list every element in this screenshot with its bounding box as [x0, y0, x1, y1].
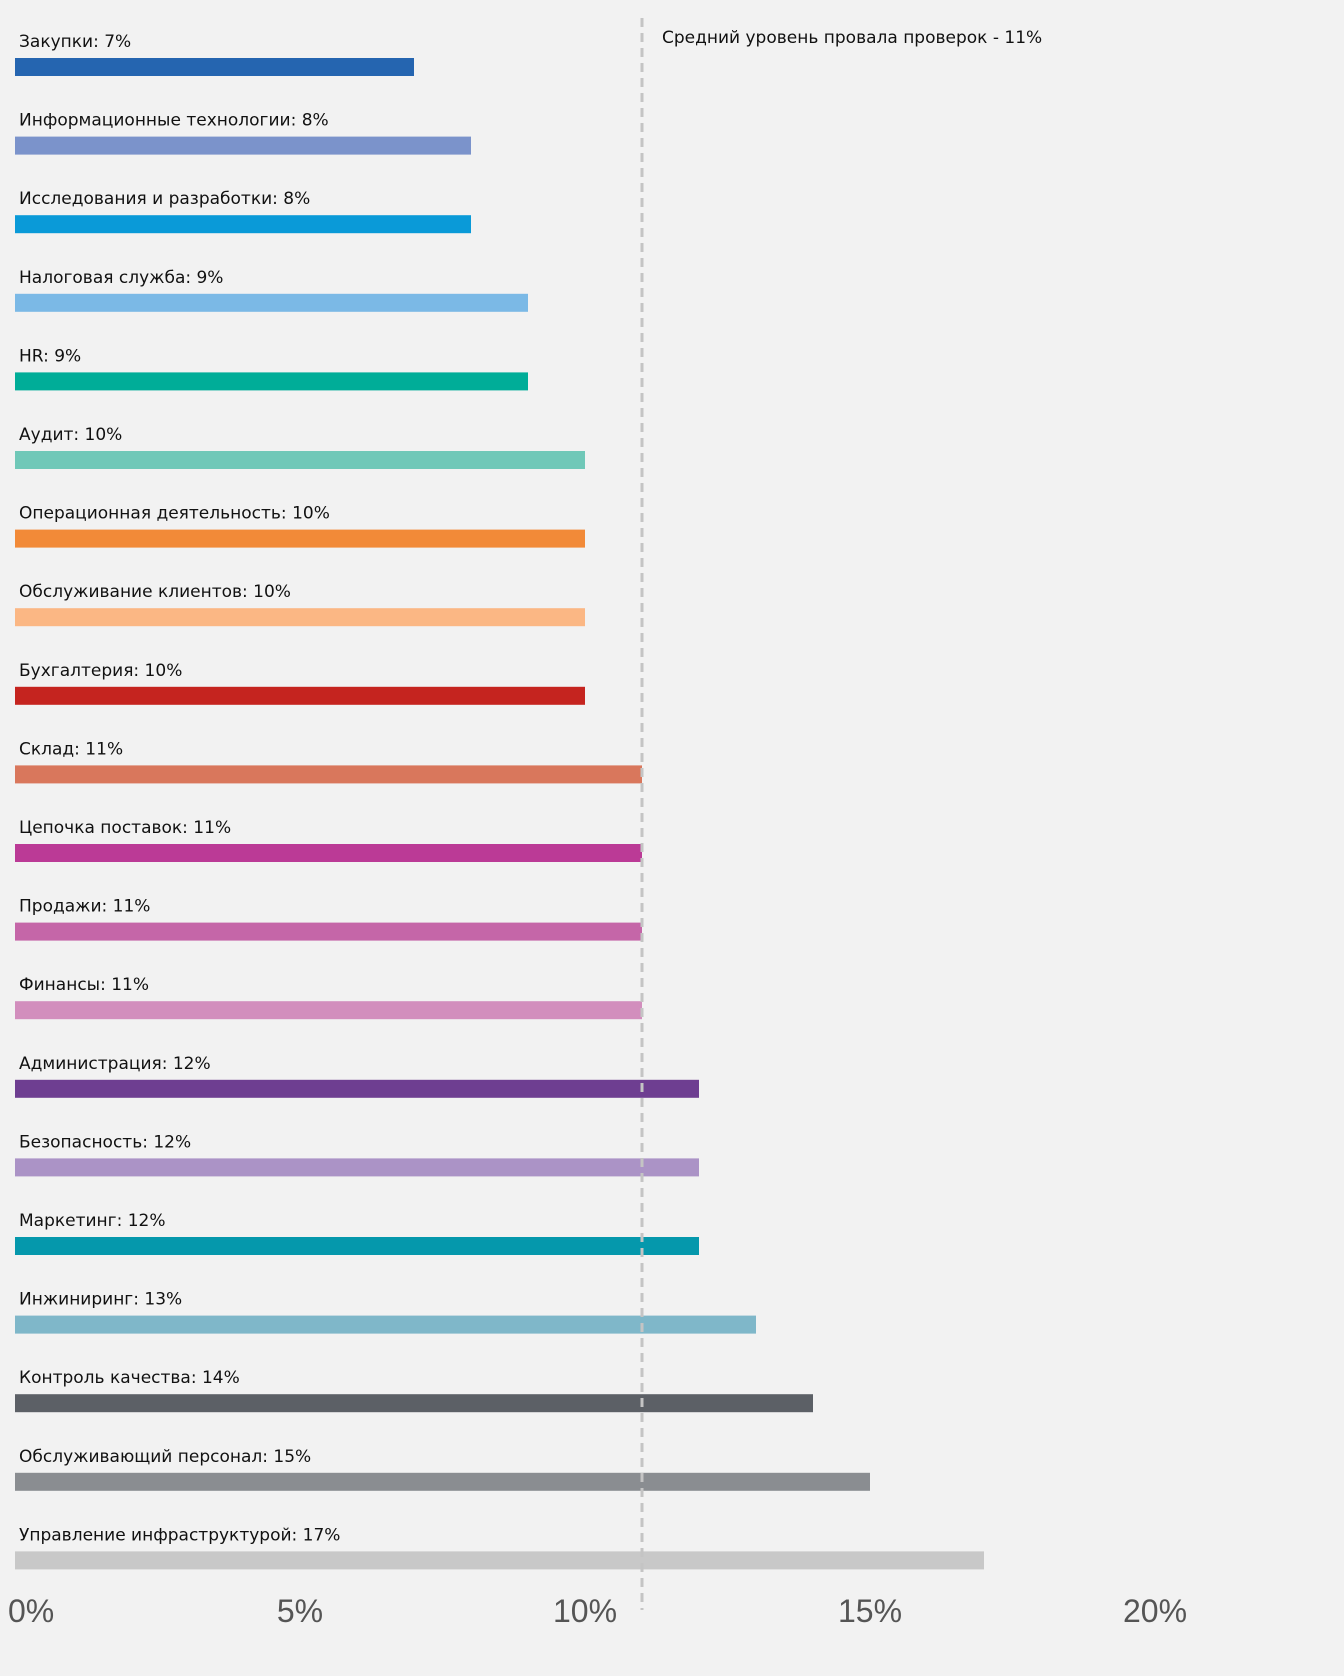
- x-tick-label: 15%: [838, 1593, 902, 1629]
- bar-label: Закупки: 7%: [19, 32, 131, 52]
- bar: [15, 1001, 642, 1020]
- bar-label: Операционная деятельность: 10%: [19, 504, 330, 524]
- bar: [15, 765, 642, 784]
- bar: [15, 58, 414, 76]
- bar-label: Обслуживающий персонал: 15%: [19, 1447, 311, 1467]
- bar-label: Финансы: 11%: [19, 975, 149, 995]
- bar-label: Бухгалтерия: 10%: [19, 661, 182, 681]
- bar: [15, 1079, 699, 1098]
- x-tick-label: 20%: [1123, 1593, 1187, 1629]
- bar-label: Управление инфраструктурой: 17%: [19, 1525, 340, 1545]
- bar-label: HR: 9%: [19, 346, 81, 366]
- bar-label: Инжиниринг: 13%: [19, 1290, 182, 1310]
- bar: [15, 686, 585, 705]
- bar: [15, 293, 528, 312]
- x-tick-label: 10%: [553, 1593, 617, 1629]
- x-tick-label: 5%: [277, 1593, 323, 1629]
- bar-label: Налоговая служба: 9%: [19, 268, 223, 288]
- bar: [15, 922, 642, 941]
- bar: [15, 215, 471, 234]
- bar-label: Аудит: 10%: [19, 425, 122, 445]
- bar-label: Цепочка поставок: 11%: [19, 818, 231, 838]
- bar-label: Обслуживание клиентов: 10%: [19, 582, 291, 602]
- bar-label: Маркетинг: 12%: [19, 1211, 166, 1231]
- bar-label: Контроль качества: 14%: [19, 1368, 240, 1388]
- average-label: Средний уровень провала проверок - 11%: [662, 28, 1042, 48]
- bar: [15, 1472, 870, 1491]
- bar: [15, 372, 528, 391]
- bar: [15, 1237, 699, 1255]
- bar: [15, 608, 585, 627]
- bar-label: Исследования и разработки: 8%: [19, 189, 310, 209]
- bar-label: Склад: 11%: [19, 739, 123, 759]
- bar: [15, 529, 585, 548]
- bar: [15, 1158, 699, 1177]
- bar: [15, 136, 471, 155]
- bar: [15, 1394, 813, 1413]
- bar-label: Продажи: 11%: [19, 897, 150, 917]
- bar-label: Безопасность: 12%: [19, 1132, 191, 1152]
- bar-label: Информационные технологии: 8%: [19, 111, 329, 131]
- bar-label: Администрация: 12%: [19, 1054, 211, 1074]
- bar: [15, 1315, 756, 1334]
- bar: [15, 451, 585, 469]
- bar: [15, 844, 642, 862]
- bar: [15, 1551, 984, 1570]
- x-tick-label: 0%: [8, 1593, 54, 1629]
